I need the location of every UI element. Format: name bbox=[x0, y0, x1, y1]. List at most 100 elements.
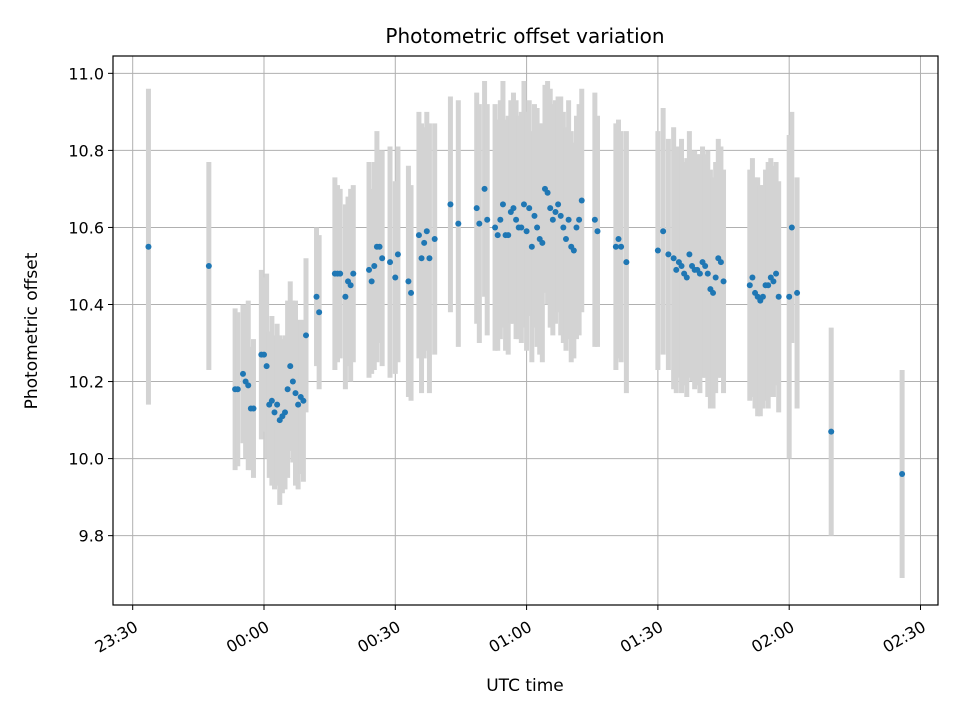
data-point bbox=[549, 216, 556, 223]
data-point bbox=[786, 293, 793, 300]
data-point bbox=[292, 390, 299, 397]
data-point bbox=[371, 262, 378, 269]
data-point bbox=[447, 201, 454, 208]
data-point bbox=[392, 274, 399, 281]
data-point bbox=[712, 274, 719, 281]
y-tick-label: 10.0 bbox=[68, 450, 104, 469]
data-point bbox=[686, 251, 693, 258]
data-point bbox=[300, 397, 307, 404]
data-point bbox=[594, 228, 601, 235]
y-axis-ticks: 9.8 10.0 10.2 10.4 10.6 10.8 11.0 bbox=[68, 64, 113, 546]
data-point bbox=[523, 228, 530, 235]
data-point bbox=[510, 205, 517, 212]
data-point bbox=[717, 259, 724, 266]
data-point bbox=[576, 216, 583, 223]
data-point bbox=[539, 239, 546, 246]
data-point bbox=[368, 278, 375, 285]
data-point bbox=[376, 243, 383, 250]
y-axis-label: Photometric offset bbox=[22, 252, 42, 409]
data-point bbox=[289, 378, 296, 385]
data-point bbox=[239, 370, 246, 377]
y-tick-label: 11.0 bbox=[68, 64, 104, 83]
data-point bbox=[788, 224, 795, 231]
data-point bbox=[287, 363, 294, 370]
y-tick-label: 10.6 bbox=[68, 218, 104, 237]
chart-title: Photometric offset variation bbox=[385, 24, 664, 48]
data-point bbox=[405, 278, 412, 285]
data-point bbox=[484, 216, 491, 223]
data-point bbox=[415, 232, 422, 239]
data-point bbox=[618, 243, 625, 250]
data-point bbox=[282, 409, 289, 416]
data-point bbox=[615, 236, 622, 242]
data-point bbox=[759, 293, 766, 300]
data-point bbox=[492, 224, 499, 231]
data-point bbox=[260, 351, 267, 358]
data-point bbox=[423, 228, 430, 235]
data-point bbox=[528, 243, 535, 250]
data-point bbox=[765, 282, 772, 289]
x-axis-label: UTC time bbox=[486, 676, 564, 696]
data-point bbox=[347, 282, 354, 289]
data-point bbox=[245, 382, 252, 389]
y-tick-label: 10.4 bbox=[68, 295, 104, 314]
data-point bbox=[534, 224, 541, 231]
data-point bbox=[570, 247, 577, 254]
data-point bbox=[455, 220, 462, 227]
data-point bbox=[673, 266, 680, 273]
data-point bbox=[562, 236, 569, 242]
data-point bbox=[591, 216, 598, 223]
data-point bbox=[702, 262, 709, 269]
plot-area-frame bbox=[112, 55, 939, 606]
data-point bbox=[773, 270, 780, 277]
data-point bbox=[387, 259, 394, 266]
data-point bbox=[421, 239, 428, 246]
data-point bbox=[513, 216, 520, 223]
data-point bbox=[316, 309, 323, 316]
data-point bbox=[431, 236, 438, 242]
data-point bbox=[426, 255, 433, 262]
data-point bbox=[665, 251, 672, 258]
data-point bbox=[394, 251, 401, 258]
data-point bbox=[696, 270, 703, 277]
data-point bbox=[565, 216, 572, 223]
data-point bbox=[271, 409, 278, 416]
data-point bbox=[670, 255, 677, 262]
data-point bbox=[552, 209, 559, 216]
data-point bbox=[704, 270, 711, 277]
data-point bbox=[531, 212, 538, 219]
data-point bbox=[408, 289, 415, 296]
data-point bbox=[268, 397, 275, 404]
data-point bbox=[205, 262, 212, 269]
data-point bbox=[379, 255, 386, 262]
data-point bbox=[612, 243, 619, 250]
data-point bbox=[749, 274, 756, 281]
data-point bbox=[710, 289, 717, 296]
data-point bbox=[494, 232, 501, 239]
data-point bbox=[544, 189, 551, 196]
data-point bbox=[473, 205, 480, 212]
data-point bbox=[899, 471, 906, 478]
data-point bbox=[350, 270, 357, 277]
data-point bbox=[284, 386, 291, 393]
data-point bbox=[654, 247, 661, 254]
data-point bbox=[526, 205, 533, 212]
data-point bbox=[770, 278, 777, 285]
data-point bbox=[418, 255, 425, 262]
data-point bbox=[366, 266, 373, 273]
data-point bbox=[313, 293, 320, 300]
data-point bbox=[547, 205, 554, 212]
data-point bbox=[303, 332, 310, 339]
data-point bbox=[794, 289, 801, 296]
data-point bbox=[623, 259, 630, 266]
data-point bbox=[720, 278, 727, 285]
data-point bbox=[660, 228, 667, 235]
data-point bbox=[234, 386, 241, 393]
data-point bbox=[476, 220, 483, 227]
data-point bbox=[505, 232, 512, 239]
data-point bbox=[555, 201, 562, 208]
data-point bbox=[578, 197, 585, 204]
data-point bbox=[573, 224, 580, 231]
data-point bbox=[295, 401, 302, 408]
